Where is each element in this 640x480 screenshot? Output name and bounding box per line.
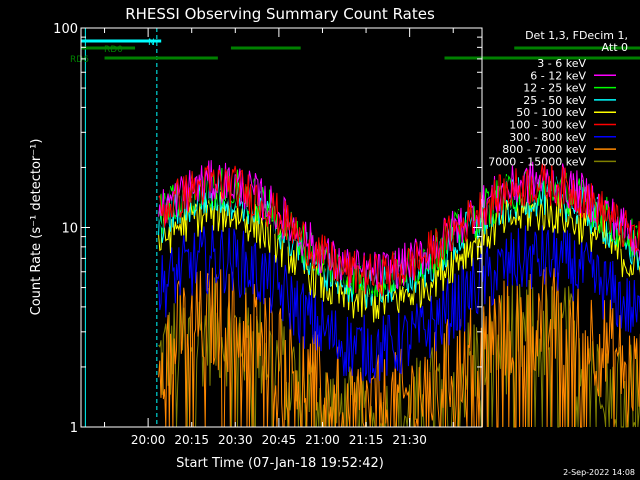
x-tick-label: 21:00 xyxy=(305,433,340,447)
legend-label: 7000 - 15000 keV xyxy=(488,155,586,168)
y-tick-label: 1 xyxy=(70,421,78,436)
legend-label: 50 - 100 keV xyxy=(516,106,586,119)
x-tick-label: 20:30 xyxy=(218,433,253,447)
y-axis-label: Count Rate (s⁻¹ detector⁻¹) xyxy=(29,139,44,316)
flag-label: N xyxy=(148,38,155,48)
flag-label: RD6 xyxy=(70,55,89,65)
y-tick-label: 100 xyxy=(53,22,78,37)
legend-label: 25 - 50 keV xyxy=(523,94,586,107)
series-line-8 xyxy=(158,277,640,428)
legend-label: 300 - 800 keV xyxy=(509,131,586,144)
series-line-1 xyxy=(158,160,640,292)
x-tick-label: 20:45 xyxy=(262,433,297,447)
series-layer xyxy=(158,160,640,428)
series-line-6 xyxy=(158,225,640,384)
legend-label: 800 - 7000 keV xyxy=(502,143,586,156)
axes: 20:00 20:15 20:30 20:45 21:00 21:15 21:30 1 10 10… xyxy=(53,22,483,447)
x-tick-label: 20:15 xyxy=(174,433,209,447)
chart-title: RHESSI Observing Summary Count Rates xyxy=(125,5,435,23)
series-line-5 xyxy=(158,163,640,297)
x-axis-label: Start Time (07-Jan-18 19:52:42) xyxy=(176,456,384,471)
flag-label: RD0 xyxy=(104,45,123,55)
legend-label: 3 - 6 keV xyxy=(537,57,586,70)
series-line-7 xyxy=(158,266,640,428)
flag-bars: N RD0 RD6 xyxy=(70,38,640,65)
x-tick-label: 21:15 xyxy=(349,433,384,447)
x-tick-label: 20:00 xyxy=(131,433,166,447)
legend-title: Att 0 xyxy=(602,41,628,54)
legend-label: 100 - 300 keV xyxy=(509,119,586,132)
series-line-4 xyxy=(158,190,640,323)
y-tick-label: 10 xyxy=(61,222,78,237)
legend-title: Det 1,3, FDecim 1, xyxy=(525,29,628,42)
legend-label: 12 - 25 keV xyxy=(523,82,586,95)
legend-label: 6 - 12 keV xyxy=(530,69,586,82)
footer-date: 2-Sep-2022 14:08 xyxy=(563,468,635,477)
x-tick-label: 21:30 xyxy=(392,433,427,447)
